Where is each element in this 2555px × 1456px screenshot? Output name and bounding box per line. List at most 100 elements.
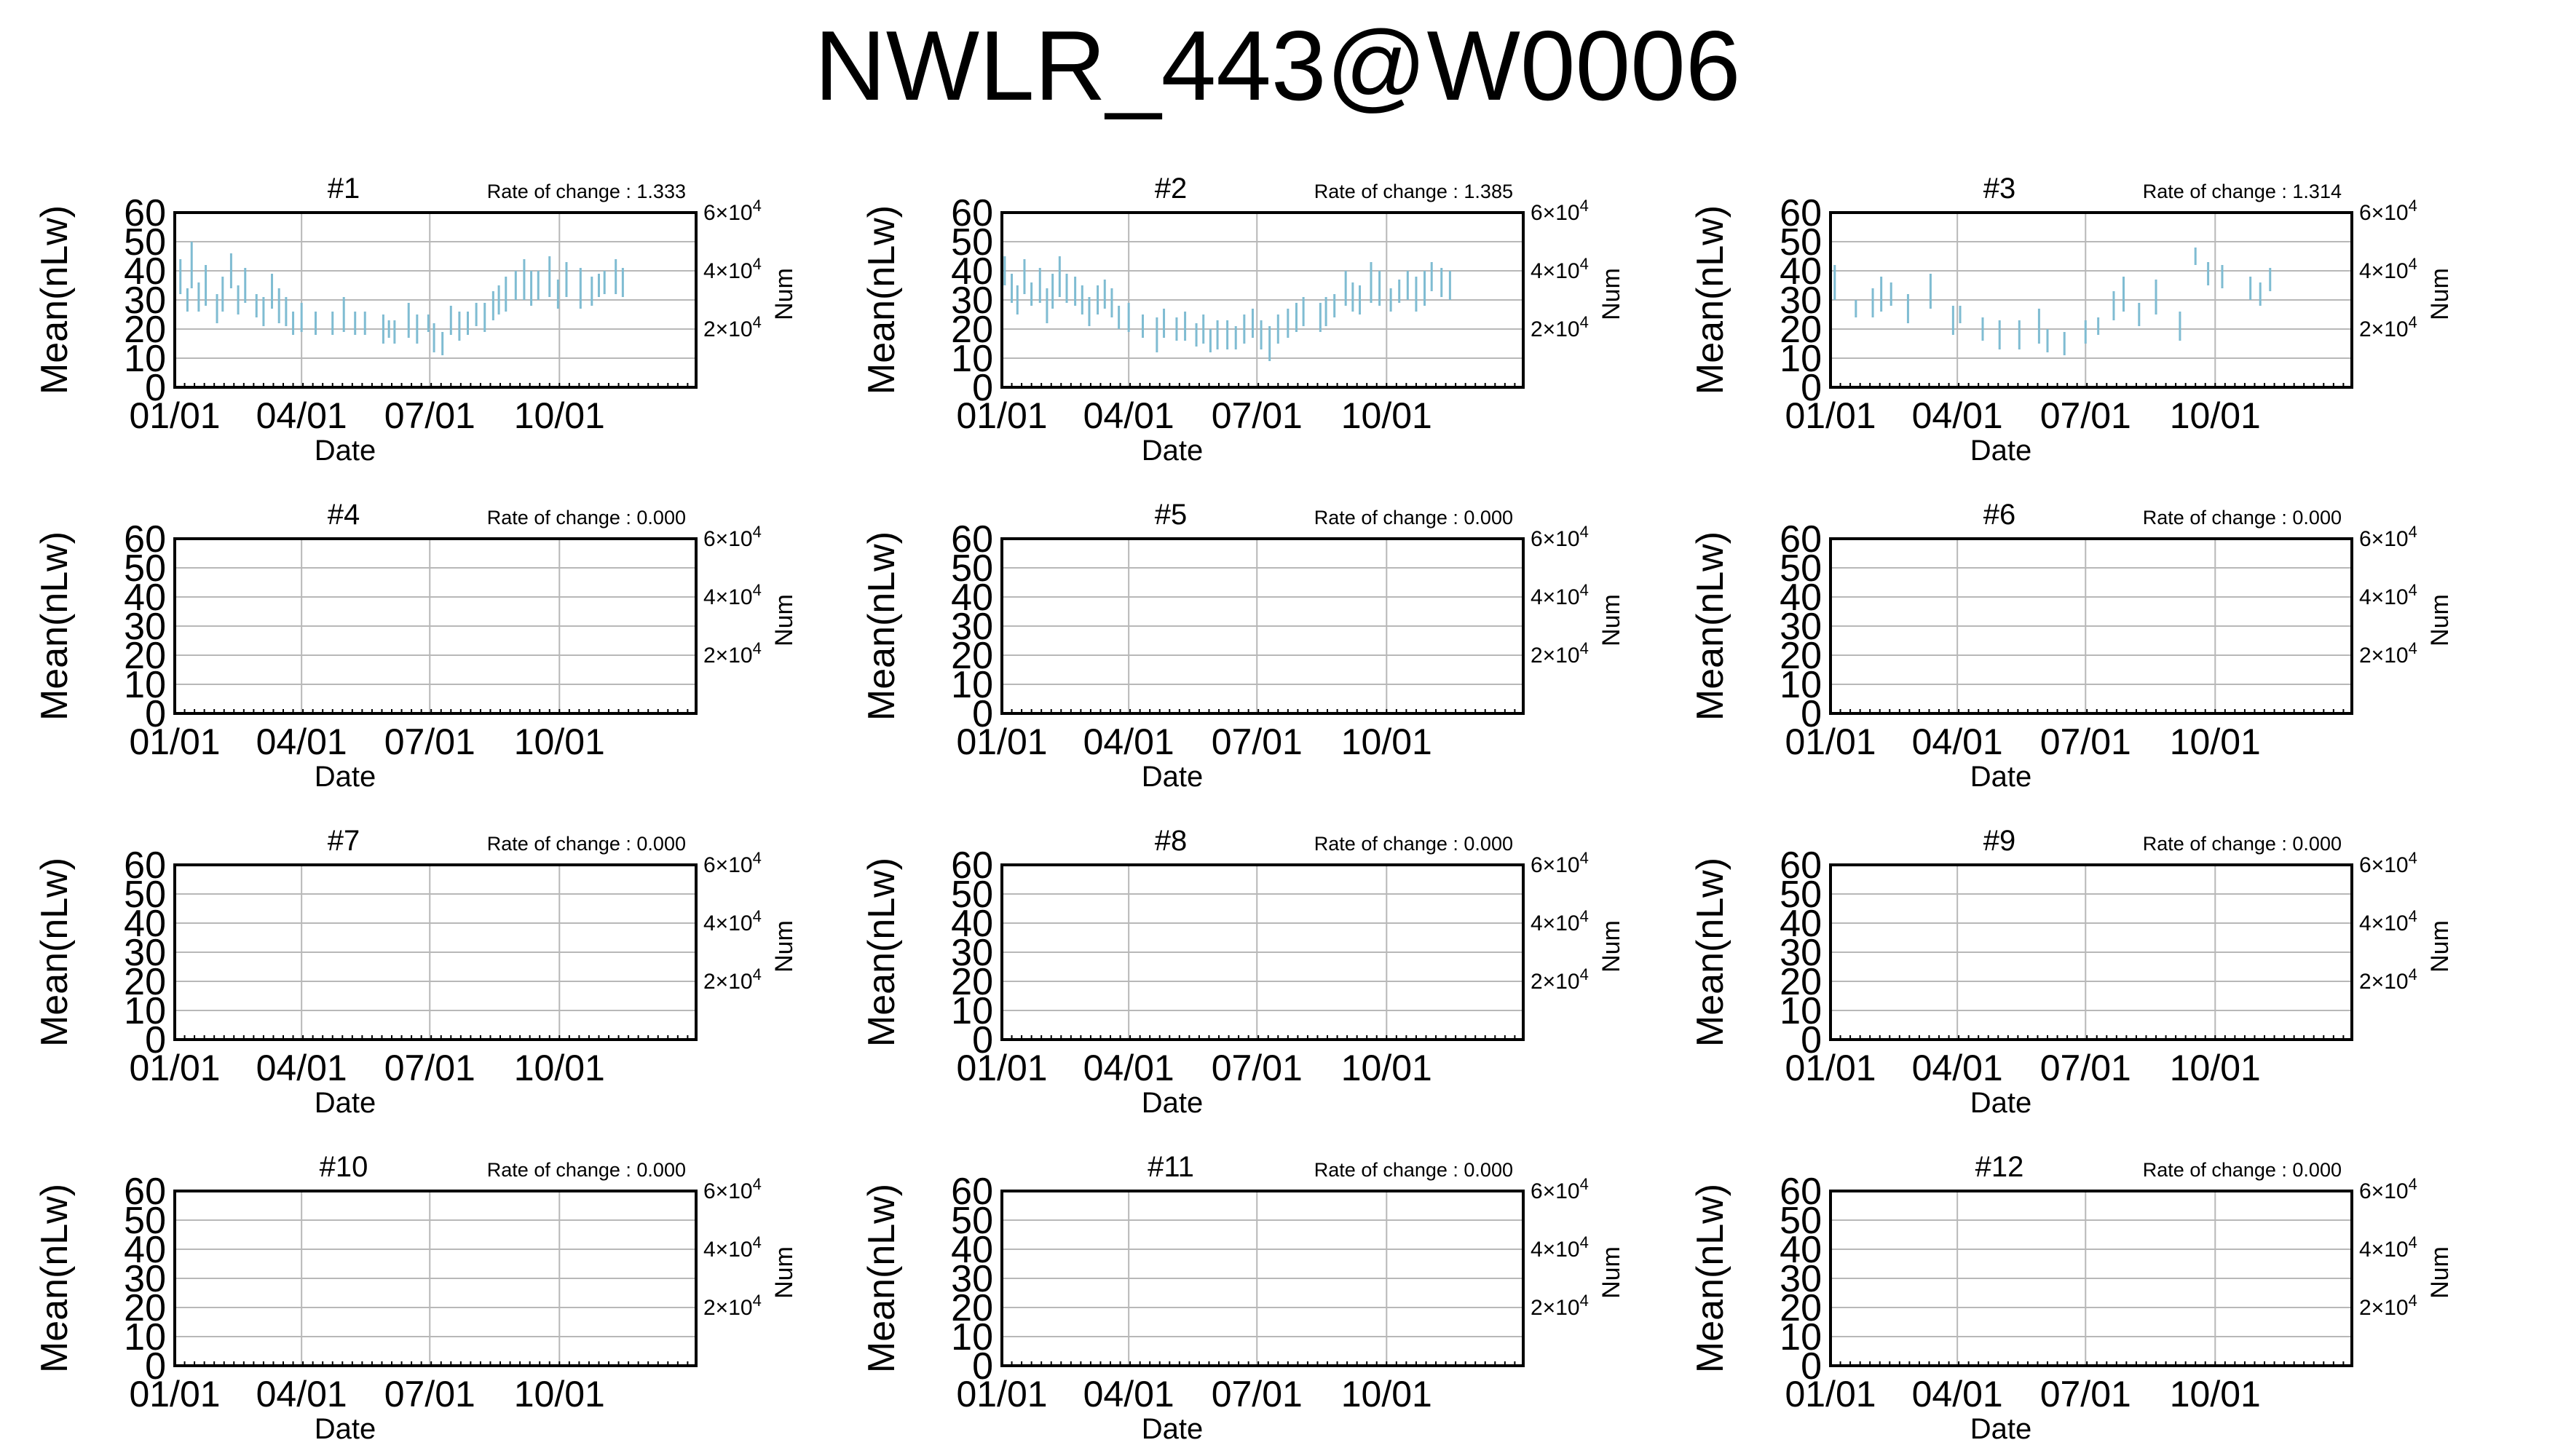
y2-tick-label: 2×104 (703, 313, 762, 341)
x-axis-label: Date (1142, 761, 1204, 793)
y-tick-label: 40 (1780, 903, 1822, 945)
plot-frame (1829, 863, 2353, 1041)
x-tick-label: 04/01 (256, 721, 347, 762)
x-tick-label: 01/01 (129, 721, 220, 762)
y-tick-label: 30 (124, 932, 166, 974)
y2-tick-label: 4×104 (703, 907, 762, 935)
y-axis-label: Mean(nLw) (1689, 531, 1731, 721)
y-tick-label: 50 (124, 547, 166, 590)
y-axis-label: Mean(nLw) (33, 205, 76, 395)
rate-of-change-label: Rate of change : 0.000 (487, 833, 686, 855)
y-axis-label: Mean(nLw) (1689, 1184, 1731, 1373)
y-tick-label: 20 (1780, 1287, 1822, 1329)
y2-tick-label: 6×104 (703, 197, 762, 225)
y2-tick-label: 4×104 (1531, 907, 1589, 935)
y-tick-label: 40 (951, 250, 993, 293)
y-tick-label: 20 (124, 961, 166, 1003)
y-tick-label: 0 (145, 367, 166, 409)
x-tick-label: 07/01 (1212, 721, 1303, 762)
y-tick-label: 0 (972, 367, 993, 409)
plot-frame (173, 537, 698, 715)
y-tick-label: 50 (124, 1200, 166, 1242)
y-tick-label: 20 (1780, 961, 1822, 1003)
rate-of-change-label: Rate of change : 0.000 (2143, 507, 2342, 529)
panel-title: #3 (1983, 173, 2016, 205)
x-tick-label: 04/01 (256, 1374, 347, 1415)
y2-tick-label: 6×104 (1531, 1175, 1589, 1203)
y-tick-label: 10 (1780, 338, 1822, 380)
y-tick-label: 30 (951, 280, 993, 322)
y-tick-label: 60 (124, 518, 166, 561)
x-tick-label: 07/01 (1212, 395, 1303, 436)
plot-frame (173, 863, 698, 1041)
y2-tick-label: 4×104 (2359, 581, 2417, 609)
y-tick-label: 40 (951, 1229, 993, 1271)
y-tick-label: 60 (1780, 192, 1822, 234)
x-tick-label: 01/01 (1785, 1048, 1876, 1088)
panel-title: #12 (1975, 1151, 2024, 1183)
y-tick-label: 20 (951, 309, 993, 351)
y2-axis-label: Num (1598, 1246, 1625, 1299)
y2-axis-label: Num (1598, 920, 1625, 973)
panel-title: #5 (1155, 499, 1188, 531)
x-axis-label: Date (1970, 761, 2032, 793)
x-tick-label: 07/01 (2040, 1374, 2131, 1415)
x-tick-label: 10/01 (514, 1374, 605, 1415)
panel-title: #2 (1155, 173, 1188, 205)
rate-of-change-label: Rate of change : 1.385 (1314, 181, 1513, 202)
y-tick-label: 10 (124, 664, 166, 706)
y-tick-label: 30 (1780, 280, 1822, 322)
figure-title: NWLR_443@W0006 (814, 10, 1741, 121)
x-tick-label: 10/01 (2170, 721, 2261, 762)
y-axis-label: Mean(nLw) (33, 531, 76, 721)
x-tick-label: 07/01 (2040, 721, 2131, 762)
y2-tick-label: 6×104 (1531, 849, 1589, 877)
panel-title: #8 (1155, 825, 1188, 857)
y-tick-label: 0 (972, 1345, 993, 1388)
panel-title: #6 (1983, 499, 2016, 531)
x-tick-label: 07/01 (2040, 1048, 2131, 1088)
y2-tick-label: 6×104 (703, 1175, 762, 1203)
y-tick-label: 20 (951, 635, 993, 677)
x-axis-label: Date (1142, 435, 1204, 467)
y2-axis-label: Num (770, 594, 798, 646)
x-tick-label: 04/01 (1912, 1374, 2003, 1415)
plot-frame (1829, 1190, 2353, 1367)
y2-tick-label: 4×104 (2359, 255, 2417, 283)
x-tick-label: 01/01 (129, 1048, 220, 1088)
x-tick-label: 01/01 (129, 1374, 220, 1415)
rate-of-change-label: Rate of change : 0.000 (487, 507, 686, 529)
y2-tick-label: 2×104 (2359, 965, 2417, 994)
x-tick-label: 04/01 (1083, 395, 1174, 436)
y-tick-label: 0 (145, 1345, 166, 1388)
y-tick-label: 40 (1780, 1229, 1822, 1271)
x-tick-label: 07/01 (384, 721, 475, 762)
y-tick-label: 40 (1780, 250, 1822, 293)
y-tick-label: 10 (951, 664, 993, 706)
y-tick-label: 30 (1780, 606, 1822, 648)
y-axis-label: Mean(nLw) (861, 858, 903, 1047)
x-tick-label: 07/01 (1212, 1048, 1303, 1088)
x-tick-label: 04/01 (1083, 1048, 1174, 1088)
x-tick-label: 10/01 (514, 1048, 605, 1088)
y2-tick-label: 2×104 (1531, 639, 1589, 668)
y-tick-label: 50 (951, 1200, 993, 1242)
y-tick-label: 30 (124, 280, 166, 322)
x-tick-label: 07/01 (1212, 1374, 1303, 1415)
panel-title: #1 (328, 173, 360, 205)
y2-tick-label: 6×104 (2359, 523, 2417, 551)
y-tick-label: 60 (951, 518, 993, 561)
x-tick-label: 07/01 (2040, 395, 2131, 436)
x-tick-label: 10/01 (514, 395, 605, 436)
y-tick-label: 20 (951, 961, 993, 1003)
x-tick-label: 04/01 (256, 395, 347, 436)
